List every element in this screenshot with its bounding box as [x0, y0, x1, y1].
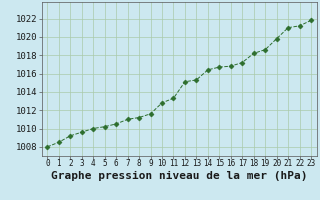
X-axis label: Graphe pression niveau de la mer (hPa): Graphe pression niveau de la mer (hPa) — [51, 171, 308, 181]
